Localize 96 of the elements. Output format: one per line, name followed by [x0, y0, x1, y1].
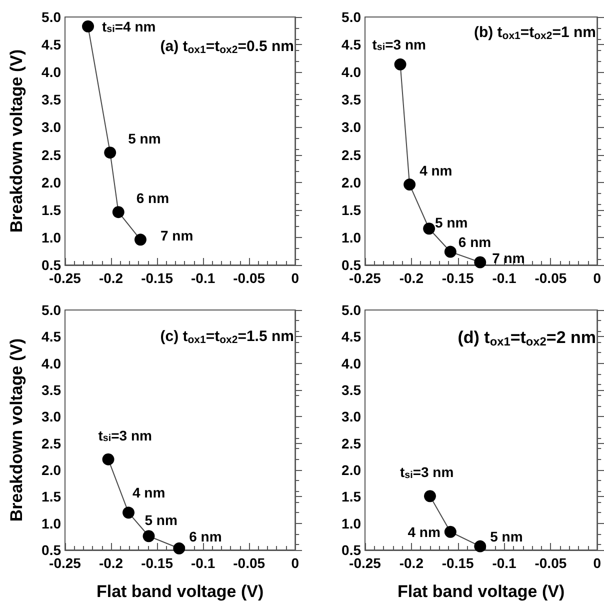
y-tick-label: 0.5 [42, 542, 62, 558]
y-tick-label: 2.0 [342, 462, 362, 478]
x-tick-label: 0 [291, 555, 300, 571]
point [134, 234, 146, 246]
x-tick-label: 0 [291, 270, 300, 286]
y-tick-label: 3.5 [342, 382, 362, 398]
x-tick-label: -0.15 [141, 555, 174, 571]
y-tick-label: 2.5 [342, 146, 362, 163]
y-tick-label: 5.0 [42, 9, 62, 25]
y-tick-label: 4.5 [42, 36, 62, 53]
y-tick-label: 4.0 [342, 355, 362, 372]
x-tick-label: -0.15 [442, 270, 474, 286]
point [444, 246, 456, 258]
x-tick-label: -0.2 [399, 270, 424, 286]
point [394, 58, 406, 70]
y-axis-title: Breakdown voltage (V) [7, 49, 26, 233]
point [102, 453, 114, 466]
point [423, 222, 436, 235]
y-tick-label: 3.0 [42, 119, 62, 136]
x-tick-label: -0.1 [492, 555, 517, 571]
x-tick-label: -0.05 [233, 555, 266, 571]
y-tick-label: 3.0 [342, 408, 362, 425]
x-tick-label: -0.05 [233, 270, 266, 286]
x-tick-label: -0.05 [534, 270, 567, 286]
x-tick-label: -0.25 [349, 555, 382, 571]
point [173, 542, 186, 554]
y-tick-label: 2.5 [342, 435, 362, 452]
y-tick-label: 1.5 [42, 202, 62, 218]
y-tick-label: 2.0 [342, 174, 362, 190]
y-tick-label: 3.5 [42, 382, 62, 398]
y-axis-title: Breakdown voltage (V) [7, 338, 26, 522]
x-axis-title: Flat band voltage (V) [96, 582, 264, 601]
y-tick-label: 2.5 [42, 146, 62, 163]
y-tick-label: 2.0 [42, 462, 62, 478]
point [404, 178, 416, 191]
y-tick-label: 1.5 [342, 488, 362, 505]
annotation: 4 nm [408, 524, 440, 540]
annotation: 5 nm [490, 528, 523, 544]
annotation: 5 nm [128, 130, 161, 147]
annotation: 6 nm [458, 234, 492, 250]
y-tick-label: 1.0 [42, 515, 62, 532]
point [474, 256, 486, 268]
x-tick-label: -0.25 [349, 270, 382, 286]
y-tick-label: 4.0 [342, 64, 362, 80]
y-tick-label: 1.0 [342, 515, 362, 532]
y-tick-label: 3.5 [342, 92, 362, 108]
point [474, 540, 486, 552]
point [104, 146, 116, 159]
y-tick-label: 3.0 [342, 119, 362, 136]
x-axis-title: Flat band voltage (V) [397, 582, 565, 601]
y-tick-label: 4.5 [42, 328, 62, 345]
y-tick-label: 0.5 [42, 257, 62, 273]
x-tick-label: 0 [593, 555, 602, 571]
y-tick-label: 4.0 [42, 64, 62, 80]
x-tick-label: -0.25 [49, 270, 82, 286]
x-tick-label: -0.1 [492, 270, 517, 286]
annotation: 5 nm [435, 214, 468, 231]
point [424, 490, 436, 502]
x-tick-label: -0.2 [98, 270, 124, 286]
y-tick-label: 2.5 [42, 435, 62, 452]
y-tick-label: 4.5 [342, 36, 362, 53]
point [444, 526, 456, 538]
y-tick-label: 0.5 [342, 542, 362, 558]
x-tick-label: 0 [593, 270, 602, 286]
point [122, 506, 135, 519]
x-tick-label: -0.1 [191, 270, 216, 286]
x-tick-label: -0.2 [98, 555, 124, 571]
annotation: 5 nm [144, 512, 178, 528]
annotation: 6 nm [189, 528, 222, 544]
annotation: 7 nm [492, 250, 525, 266]
y-tick-label: 0.5 [342, 257, 362, 273]
x-tick-label: -0.05 [534, 555, 567, 571]
y-tick-label: 5.0 [42, 302, 62, 318]
y-tick-label: 3.5 [42, 92, 62, 108]
x-tick-label: -0.2 [399, 555, 424, 571]
y-tick-label: 5.0 [342, 302, 362, 318]
annotation: 7 nm [160, 228, 194, 244]
point [82, 20, 94, 32]
annotation: 4 nm [132, 484, 166, 501]
y-tick-label: 4.5 [342, 328, 362, 345]
y-tick-label: 1.5 [342, 202, 362, 218]
y-tick-label: 2.0 [42, 174, 62, 190]
annotation: 4 nm [420, 162, 452, 179]
y-tick-label: 5.0 [342, 9, 362, 25]
point [142, 530, 155, 542]
y-tick-label: 4.0 [42, 355, 62, 372]
y-tick-label: 1.5 [42, 488, 62, 505]
x-tick-label: -0.1 [191, 555, 216, 571]
x-tick-label: -0.15 [141, 270, 174, 286]
point [112, 206, 124, 218]
x-tick-label: -0.25 [49, 555, 82, 571]
annotation: 6 nm [136, 190, 170, 206]
y-tick-label: 1.0 [42, 229, 62, 246]
x-tick-label: -0.15 [442, 555, 474, 571]
y-tick-label: 1.0 [342, 229, 362, 246]
y-tick-label: 3.0 [42, 408, 62, 425]
